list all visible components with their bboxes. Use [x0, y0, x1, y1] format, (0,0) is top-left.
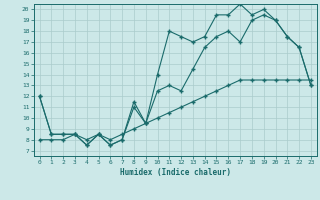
X-axis label: Humidex (Indice chaleur): Humidex (Indice chaleur) [120, 168, 231, 177]
